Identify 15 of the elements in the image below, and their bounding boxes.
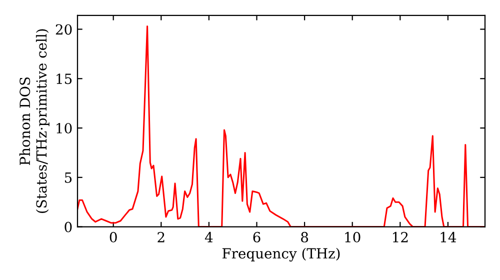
- x-tick-label: 0: [110, 232, 117, 242]
- y-tick-label: 20: [56, 24, 72, 35]
- y-tick-label: 10: [56, 122, 72, 134]
- x-tick-label: 10: [345, 232, 360, 242]
- x-axis-title: Frequency (THz): [222, 248, 340, 262]
- y-tick-label: 5: [64, 172, 72, 183]
- x-tick-label: 8: [301, 232, 308, 242]
- x-tick-label: 4: [204, 232, 213, 242]
- x-tick-label: 2: [158, 232, 164, 242]
- x-tick-label: 14: [440, 232, 456, 242]
- y-tick-label: 0: [64, 222, 72, 232]
- x-tick-label: 6: [253, 232, 260, 242]
- y-axis-title: Phonon DOS (States/THz·primitive cell): [19, 29, 50, 213]
- y-tick-label: 15: [56, 74, 72, 84]
- x-tick-label: 12: [393, 232, 408, 242]
